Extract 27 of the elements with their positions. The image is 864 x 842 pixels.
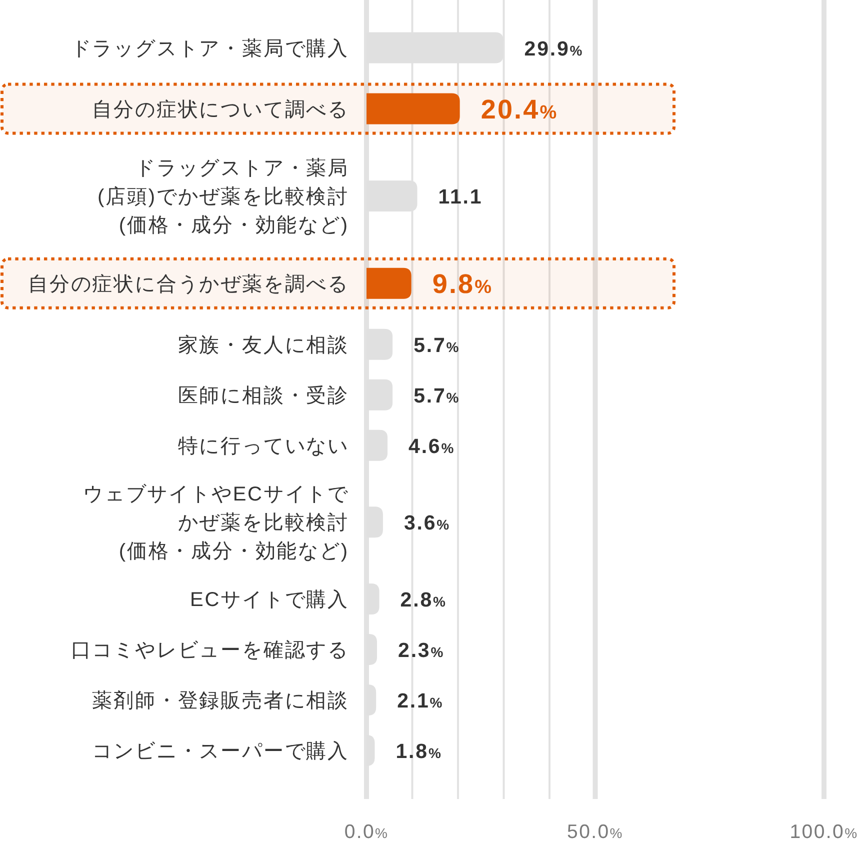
category-label: ドラッグストア・薬局で購入 [70, 38, 349, 60]
data-label: 5.7% [414, 384, 460, 408]
data-label: 4.6% [408, 434, 456, 458]
data-label: 5.7% [414, 334, 460, 357]
category-label: 薬剤師・登録販売者に相談 [92, 690, 349, 712]
data-label: 2.1% [397, 689, 444, 712]
data-label: 29.9% [524, 37, 584, 60]
category-label: ウェブサイトやECサイトでかぜ薬を比較検討(価格・成分・効能など) [83, 484, 349, 563]
tick-label: 100.0% [790, 821, 858, 842]
category-label: 自分の症状について調べる [92, 98, 349, 121]
tick-label: 50.0% [567, 821, 624, 842]
category-label: 特に行っていない [178, 435, 349, 458]
data-label: 1.8% [396, 740, 442, 763]
category-label: ECサイトで購入 [190, 588, 349, 611]
data-label: 9.8% [432, 268, 494, 299]
data-label: 2.8% [400, 588, 447, 612]
category-label: 家族・友人に相談 [178, 334, 349, 356]
data-label: 20.4% [480, 94, 558, 124]
category-label: コンビニ・スーパーで購入 [92, 740, 349, 762]
category-label: 口コミやレビューを確認する [70, 639, 349, 662]
data-label: 11.1 [438, 186, 483, 209]
data-label: 2.3% [398, 638, 445, 662]
category-label: 自分の症状に合うかぜ薬を調べる [28, 273, 349, 296]
data-label: 3.6% [404, 512, 451, 535]
category-label: 医師に相談・受診 [178, 384, 349, 407]
tick-label: 0.0% [344, 821, 389, 842]
category-label: ドラッグストア・薬局(店頭)でかぜ薬を比較検討(価格・成分・効能など) [97, 158, 349, 237]
